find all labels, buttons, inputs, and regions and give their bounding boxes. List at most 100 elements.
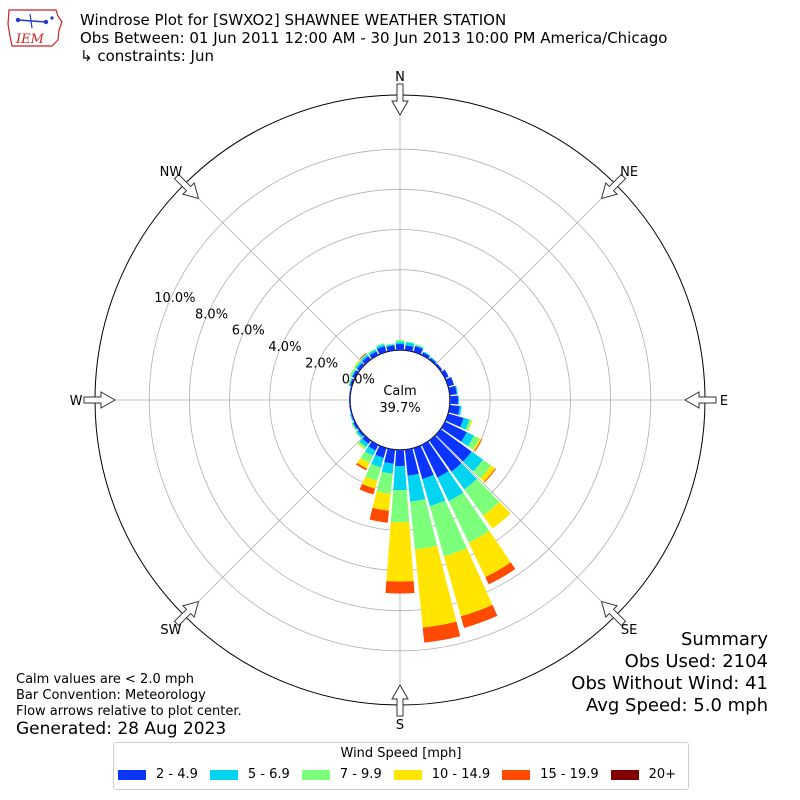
- windrose-bar: [404, 448, 419, 476]
- windrose-bar: [458, 405, 462, 416]
- radial-tick-label: 4.0%: [268, 340, 301, 355]
- calm-percent: 39.7%: [379, 401, 420, 416]
- windrose-bar: [460, 417, 470, 430]
- windrose-bar: [395, 449, 405, 467]
- windrose-bar: [404, 345, 414, 352]
- windrose-bar: [355, 462, 367, 471]
- windrose-bar: [421, 441, 449, 478]
- windrose-bar: [356, 362, 365, 371]
- summary-obs-used: Obs Used: 2104: [624, 651, 768, 672]
- direction-label: NW: [160, 165, 183, 180]
- radial-tick-label: 8.0%: [195, 307, 228, 322]
- legend-swatch: [209, 769, 238, 780]
- windrose-bar: [455, 385, 458, 395]
- windrose-bar: [472, 438, 482, 451]
- legend-label: 2 - 4.9: [156, 767, 198, 782]
- windrose-bar: [349, 387, 352, 396]
- windrose-bar: [448, 404, 460, 415]
- windrose-bar: [465, 419, 472, 431]
- legend-entry: 2 - 4.9: [118, 767, 198, 782]
- radial-tick-label: 6.0%: [232, 324, 265, 339]
- windrose-bar: [350, 413, 355, 421]
- flow-arrow-icon: [173, 173, 200, 200]
- windrose-bar: [414, 545, 457, 628]
- windrose-bar: [437, 471, 464, 502]
- direction-label: S: [396, 718, 404, 733]
- windrose-bar: [395, 341, 405, 345]
- windrose-bar: [353, 421, 359, 430]
- windrose-bar: [422, 474, 446, 507]
- flow-arrow-icon: [600, 600, 627, 627]
- windrose-bar: [474, 439, 483, 452]
- windrose-bar: [422, 351, 431, 357]
- windrose-bar: [369, 351, 379, 359]
- radial-tick-label: 2.0%: [305, 356, 338, 371]
- windrose-bar: [457, 395, 460, 405]
- windrose-bar: [352, 370, 359, 379]
- windrose-bar: [405, 342, 415, 347]
- windrose-bar: [365, 446, 376, 456]
- legend-label: 20+: [648, 767, 677, 782]
- windrose-bar: [451, 463, 478, 490]
- flow-arrow-icon: [391, 683, 409, 717]
- windrose-bar: [393, 465, 407, 491]
- legend-label: 10 - 14.9: [431, 767, 491, 782]
- summary-avg-speed: Avg Speed: 5.0 mph: [586, 695, 768, 716]
- windrose-bar: [429, 500, 467, 557]
- windrose-bar: [358, 441, 367, 449]
- legend-entry: 5 - 6.9: [209, 767, 290, 782]
- windrose-bar: [429, 357, 437, 365]
- legend: Wind Speed [mph] 2 - 4.9 5 - 6.9 7 - 9.9 10…: [113, 742, 689, 790]
- chart-constraints: ↳ constraints: Jun: [80, 47, 214, 65]
- legend-entry: 7 - 9.9: [301, 767, 382, 782]
- windrose-bar: [448, 385, 457, 396]
- windrose-bar: [375, 445, 387, 458]
- generated-date: Generated: 28 Aug 2023: [16, 719, 227, 739]
- grid-spoke: [435, 193, 607, 365]
- windrose-bar: [483, 501, 511, 529]
- windrose-bar: [485, 562, 516, 585]
- windrose-bar: [480, 465, 496, 482]
- windrose-bar: [359, 352, 367, 360]
- windrose-bar: [407, 473, 426, 502]
- windrose-bar: [362, 356, 371, 365]
- windrose-bar: [348, 378, 353, 386]
- windrose-bar: [349, 368, 356, 377]
- windrose-bar: [349, 413, 354, 422]
- windrose-bar: [348, 396, 351, 404]
- windrose-bar: [429, 435, 462, 472]
- windrose-bar: [386, 521, 414, 582]
- windrose-bar: [376, 344, 385, 349]
- flow-arrow-icon: [600, 173, 627, 200]
- calm-note: Calm values are < 2.0 mph: [16, 672, 195, 687]
- direction-label: W: [70, 394, 83, 409]
- windrose-bar: [351, 422, 357, 431]
- windrose-bar: [355, 361, 363, 370]
- windrose-bar: [395, 343, 405, 351]
- windrose-bar: [443, 548, 493, 617]
- calm-label: Calm: [383, 384, 416, 399]
- windrose-bar: [349, 404, 352, 413]
- windrose-bar: [357, 442, 365, 450]
- windrose-bar: [354, 360, 361, 368]
- legend-swatch: [118, 769, 146, 780]
- windrose-bar: [435, 429, 472, 462]
- chart-title: Windrose Plot for [SWXO2] SHAWNEE WEATHE…: [80, 11, 507, 29]
- windrose-bar: [355, 431, 362, 439]
- flow-arrows-note: Flow arrows relative to plot center.: [16, 704, 242, 719]
- windrose-bar: [386, 345, 396, 352]
- legend-items: 2 - 4.9 5 - 6.9 7 - 9.9 10 - 14.9 15 - 19.9 2…: [118, 767, 688, 782]
- windrose-bars: [347, 339, 516, 643]
- windrose-bar: [369, 507, 389, 523]
- windrose-bar: [449, 395, 459, 405]
- summary-title: Summary: [681, 629, 768, 650]
- windrose-bar: [376, 346, 387, 355]
- legend-swatch: [502, 769, 531, 780]
- windrose-bar: [353, 360, 360, 368]
- windrose-bar: [460, 604, 498, 628]
- windrose-bar: [367, 348, 376, 354]
- windrose-bar: [357, 429, 365, 437]
- windrose-bar: [421, 352, 430, 359]
- windrose-bar: [415, 344, 424, 349]
